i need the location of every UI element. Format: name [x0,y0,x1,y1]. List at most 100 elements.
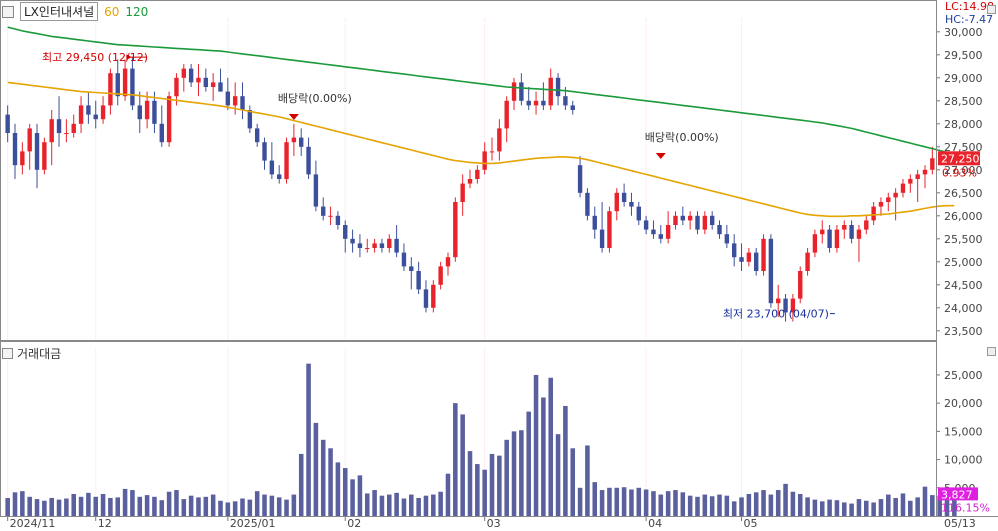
candle [864,215,869,235]
volume-bar [320,439,326,516]
volume-bar [504,439,509,516]
candle [453,197,458,262]
candle [665,211,671,244]
volume-bar [790,491,796,516]
price-tick-label: 24,000 [944,302,983,315]
candle [497,119,502,161]
volume-bar [768,494,774,516]
volume-bar [387,494,392,516]
candle [71,114,76,138]
grid-lines [7,18,743,516]
candle [739,243,744,271]
x-tick-label: 02 [347,517,361,530]
candle [27,123,32,170]
grid-settings-icon[interactable] [2,5,14,18]
volume-bar [453,403,458,516]
volume-bar [761,490,766,516]
volume-bar [409,494,414,516]
volume-bar [746,493,752,516]
ma120-line [7,26,955,155]
candle [196,64,201,97]
candle [93,100,98,129]
volume-bar [563,405,568,516]
candle [42,137,47,175]
volume-bar [812,499,818,516]
volume-bar [460,414,465,516]
volume-bar [298,453,304,516]
volume-bar [893,497,898,516]
volume-bar [886,494,891,516]
volume-bar [166,491,172,516]
volume-bar [247,499,253,516]
candle [834,225,840,253]
candle [702,211,708,235]
volume-bar [585,445,590,516]
stock-name[interactable]: LX인터내셔널 [20,2,99,21]
candle [541,82,546,110]
volume-bar [915,497,920,516]
panel-resize-icon[interactable] [987,347,996,356]
volume-bar [42,500,47,516]
candle [673,211,678,230]
candle [357,234,363,258]
volume-bar [555,434,561,516]
candle [130,57,135,110]
x-tick-label: 2024/11 [10,517,56,530]
panel-close-icon[interactable] [987,5,996,14]
candle [181,64,186,92]
candle [820,220,825,244]
volume-bar [49,497,54,516]
candle [717,220,722,239]
price-tick-label: 28,500 [944,95,983,108]
volume-bar [445,473,451,516]
volume-bar [783,483,788,516]
candle [313,160,319,212]
volume-bar [394,492,399,516]
volume-bar [827,499,832,516]
volume-bar [56,499,62,516]
volume-bar [819,501,825,516]
lc-hc-readout: LC:14.98 HC:-7.47 [945,0,994,26]
price-tick-label: 25,500 [944,233,983,246]
last-change-value: 0.93% [942,166,977,179]
volume-bar [71,493,76,516]
candle [276,165,282,184]
dividend-label-2-marker [655,153,666,159]
candle [643,215,649,235]
volume-bar [342,468,348,516]
candle [218,68,223,92]
candle [166,91,172,147]
volume-bar [636,487,642,516]
candle [504,96,509,143]
volume-bar [5,497,10,516]
volume-bar [306,363,311,516]
volume-bar [739,497,744,516]
volume-bar [607,487,612,516]
volume-bar [709,496,715,516]
candle [908,174,913,193]
volume-bar [548,377,553,516]
candle [930,146,935,175]
candle [86,91,91,124]
volume-bar [401,498,407,516]
candle [240,82,245,120]
price-tick-label: 26,000 [944,210,983,223]
volume-bar [731,501,737,516]
volume-bar [900,493,906,516]
hc-value: HC:-7.47 [944,13,994,26]
candle [585,188,590,221]
panel-collapse-icon[interactable] [2,348,13,359]
candle [445,252,451,276]
candle [438,261,443,290]
volume-bar [489,453,495,516]
last-volume-badge [938,487,978,501]
price-tick-label: 30,000 [944,26,983,39]
candle [100,96,106,124]
ma120-label: 120 [125,4,149,19]
candle [232,82,238,115]
volume-bar [651,491,656,516]
candle [768,234,774,308]
ma60-line [7,81,955,218]
price-tick-label: 29,500 [944,49,983,62]
candle [64,119,69,143]
